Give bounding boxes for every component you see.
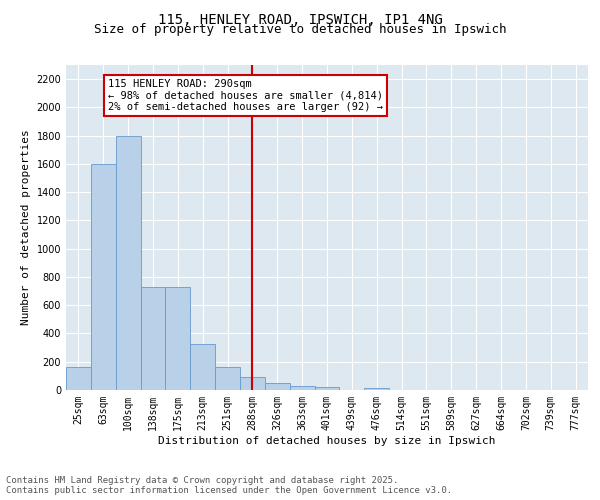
Y-axis label: Number of detached properties: Number of detached properties — [21, 130, 31, 326]
Text: Contains HM Land Registry data © Crown copyright and database right 2025.
Contai: Contains HM Land Registry data © Crown c… — [6, 476, 452, 495]
Bar — [91, 164, 116, 390]
Bar — [140, 287, 166, 390]
Bar — [166, 287, 190, 390]
Text: 115, HENLEY ROAD, IPSWICH, IP1 4NG: 115, HENLEY ROAD, IPSWICH, IP1 4NG — [158, 12, 442, 26]
Text: 115 HENLEY ROAD: 290sqm
← 98% of detached houses are smaller (4,814)
2% of semi-: 115 HENLEY ROAD: 290sqm ← 98% of detache… — [108, 79, 383, 112]
Text: Size of property relative to detached houses in Ipswich: Size of property relative to detached ho… — [94, 22, 506, 36]
Bar — [116, 136, 140, 390]
Bar — [215, 368, 240, 390]
Bar — [66, 366, 91, 390]
Bar — [265, 384, 290, 390]
Bar — [240, 378, 265, 390]
Bar — [364, 388, 389, 390]
Bar — [290, 386, 314, 390]
X-axis label: Distribution of detached houses by size in Ipswich: Distribution of detached houses by size … — [158, 436, 496, 446]
Bar — [190, 344, 215, 390]
Bar — [314, 387, 340, 390]
